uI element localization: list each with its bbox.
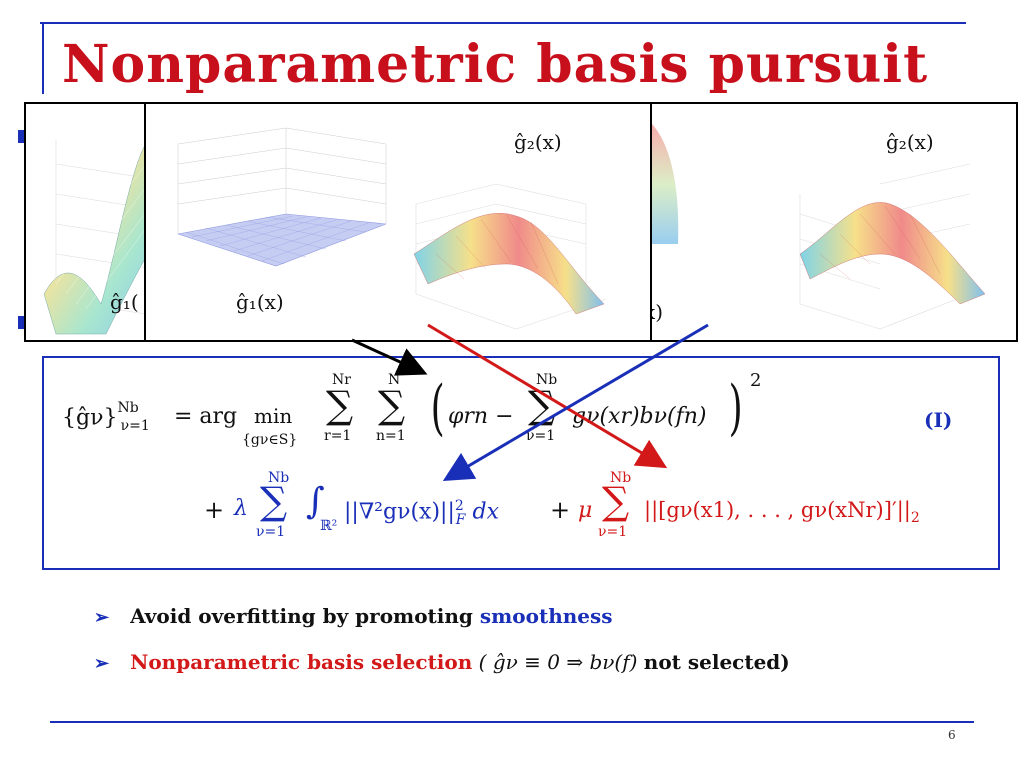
reg2-bottom: ν=1 bbox=[598, 524, 628, 540]
plot-label-g2: ĝ₂(x) bbox=[886, 130, 934, 154]
eq-plus-1: + bbox=[204, 496, 225, 524]
eq-min: min bbox=[254, 404, 293, 428]
arrow-blue bbox=[442, 323, 709, 482]
plot-label-tail: x) bbox=[650, 300, 664, 324]
sum-nu-top: Nb bbox=[536, 372, 558, 388]
slide-title: Nonparametric basis pursuit bbox=[62, 34, 929, 95]
reg1-sum: ∑ bbox=[260, 479, 288, 523]
reg2-term: ||[gν(x1), . . . , gν(xNr)]′||2 bbox=[644, 498, 920, 527]
plot-panel-right: x) ĝ₂(x) bbox=[648, 102, 1018, 342]
top-rule bbox=[40, 22, 966, 24]
sum-r-bottom: r=1 bbox=[324, 428, 352, 444]
arrow-black bbox=[351, 338, 428, 376]
reg2-sum: ∑ bbox=[602, 479, 630, 523]
reg1-top: Nb bbox=[268, 470, 290, 486]
plot-panel-back-left: ĝ₁( bbox=[24, 102, 164, 342]
bullet-square bbox=[18, 130, 27, 143]
plot-label-g1: ĝ₁(x) bbox=[236, 290, 284, 314]
sum-n: ∑ bbox=[378, 383, 406, 427]
equation-label: (I) bbox=[924, 408, 953, 432]
bullet-arrow-icon: ➢ bbox=[94, 653, 110, 674]
reg1-bottom: ν=1 bbox=[256, 524, 286, 540]
surface-plots-front bbox=[177, 127, 607, 330]
eq-mu: μ bbox=[578, 498, 593, 523]
sum-r-top: Nr bbox=[332, 372, 351, 388]
eq-square: 2 bbox=[750, 370, 762, 391]
arrow-red bbox=[427, 323, 668, 469]
reg1-term: ||∇²gν(x)||2F dx bbox=[344, 498, 499, 528]
surface-plot-pair bbox=[652, 124, 986, 330]
title-side-rule bbox=[42, 22, 44, 94]
plot-label-g1: ĝ₁( bbox=[110, 290, 139, 314]
bullet-arrow-icon: ➢ bbox=[94, 607, 110, 628]
plot-label-g2: ĝ₂(x) bbox=[514, 130, 562, 154]
paren-right: ) bbox=[728, 373, 743, 443]
sum-n-bottom: n=1 bbox=[376, 428, 406, 444]
page-number: 6 bbox=[948, 728, 956, 742]
eq-inner: φrn − bbox=[448, 404, 514, 429]
eq-min-sub: {gν∈S} bbox=[242, 432, 298, 448]
bullet-item-1: ➢ Avoid overfitting by promoting smoothn… bbox=[94, 604, 613, 628]
sum-nu-bottom: ν=1 bbox=[526, 428, 556, 444]
surface-plot-peaked bbox=[43, 139, 162, 335]
sum-n-top: N bbox=[388, 372, 401, 388]
integral-sub: ℝ² bbox=[320, 518, 338, 534]
paren-left: ( bbox=[430, 373, 445, 443]
sum-r: ∑ bbox=[326, 383, 354, 427]
eq-arg: = arg bbox=[174, 404, 238, 429]
bullet-square bbox=[18, 316, 27, 329]
reg2-top: Nb bbox=[610, 470, 632, 486]
bullet-item-2: ➢ Nonparametric basis selection ( ĝν ≡ 0… bbox=[94, 650, 790, 674]
eq-lhs: {ĝν}Nbν=1 bbox=[62, 400, 150, 434]
eq-plus-2: + bbox=[550, 496, 571, 524]
equation-box: {ĝν}Nbν=1 = arg min {gν∈S} Nr ∑ r=1 N ∑ … bbox=[42, 356, 1000, 570]
bottom-rule bbox=[50, 721, 974, 723]
plot-panel-front: ĝ₁(x) ĝ₂(x) bbox=[144, 102, 652, 342]
integral-sign: ∫ bbox=[306, 481, 325, 522]
eq-lambda: λ bbox=[234, 496, 248, 521]
